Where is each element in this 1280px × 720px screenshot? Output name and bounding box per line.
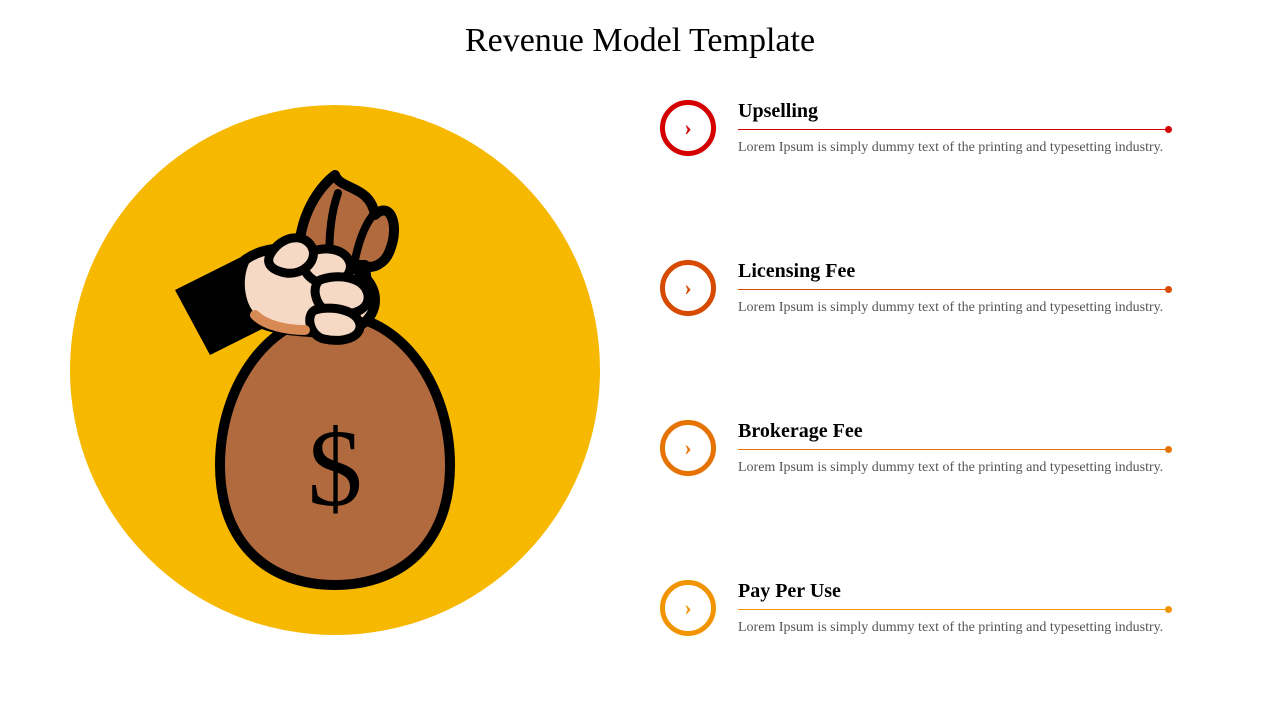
item-text: Pay Per Use Lorem Ipsum is simply dummy t… [738,580,1168,638]
chevron-right-icon: › [684,437,691,459]
item-body: Lorem Ipsum is simply dummy text of the … [738,458,1168,478]
divider-end-dot-icon [1165,446,1172,453]
money-bag-icon: $ [70,105,600,635]
chevron-right-icon: › [684,117,691,139]
item-text: Licensing Fee Lorem Ipsum is simply dummy… [738,260,1168,318]
divider-end-dot-icon [1165,126,1172,133]
chevron-bullet-icon: › [660,420,716,476]
chevron-bullet-icon: › [660,580,716,636]
item-heading: Brokerage Fee [738,420,1168,449]
divider [738,449,1168,450]
item-body: Lorem Ipsum is simply dummy text of the … [738,138,1168,158]
chevron-bullet-icon: › [660,260,716,316]
item-heading: Pay Per Use [738,580,1168,609]
revenue-item: › Brokerage Fee Lorem Ipsum is simply dumm… [660,420,1170,478]
hero-illustration: $ [70,105,600,640]
page-title: Revenue Model Template [0,22,1280,60]
divider [738,609,1168,610]
revenue-item: › Licensing Fee Lorem Ipsum is simply dumm… [660,260,1170,318]
chevron-right-icon: › [684,277,691,299]
item-body: Lorem Ipsum is simply dummy text of the … [738,618,1168,638]
item-text: Upselling Lorem Ipsum is simply dummy tex… [738,100,1168,158]
divider [738,289,1168,290]
item-heading: Upselling [738,100,1168,129]
revenue-item: › Pay Per Use Lorem Ipsum is simply dummy … [660,580,1170,638]
svg-text:$: $ [308,407,363,529]
divider-end-dot-icon [1165,606,1172,613]
chevron-bullet-icon: › [660,100,716,156]
item-heading: Licensing Fee [738,260,1168,289]
divider-end-dot-icon [1165,286,1172,293]
chevron-right-icon: › [684,597,691,619]
divider [738,129,1168,130]
revenue-item: › Upselling Lorem Ipsum is simply dummy te… [660,100,1170,158]
item-text: Brokerage Fee Lorem Ipsum is simply dummy… [738,420,1168,478]
item-body: Lorem Ipsum is simply dummy text of the … [738,298,1168,318]
